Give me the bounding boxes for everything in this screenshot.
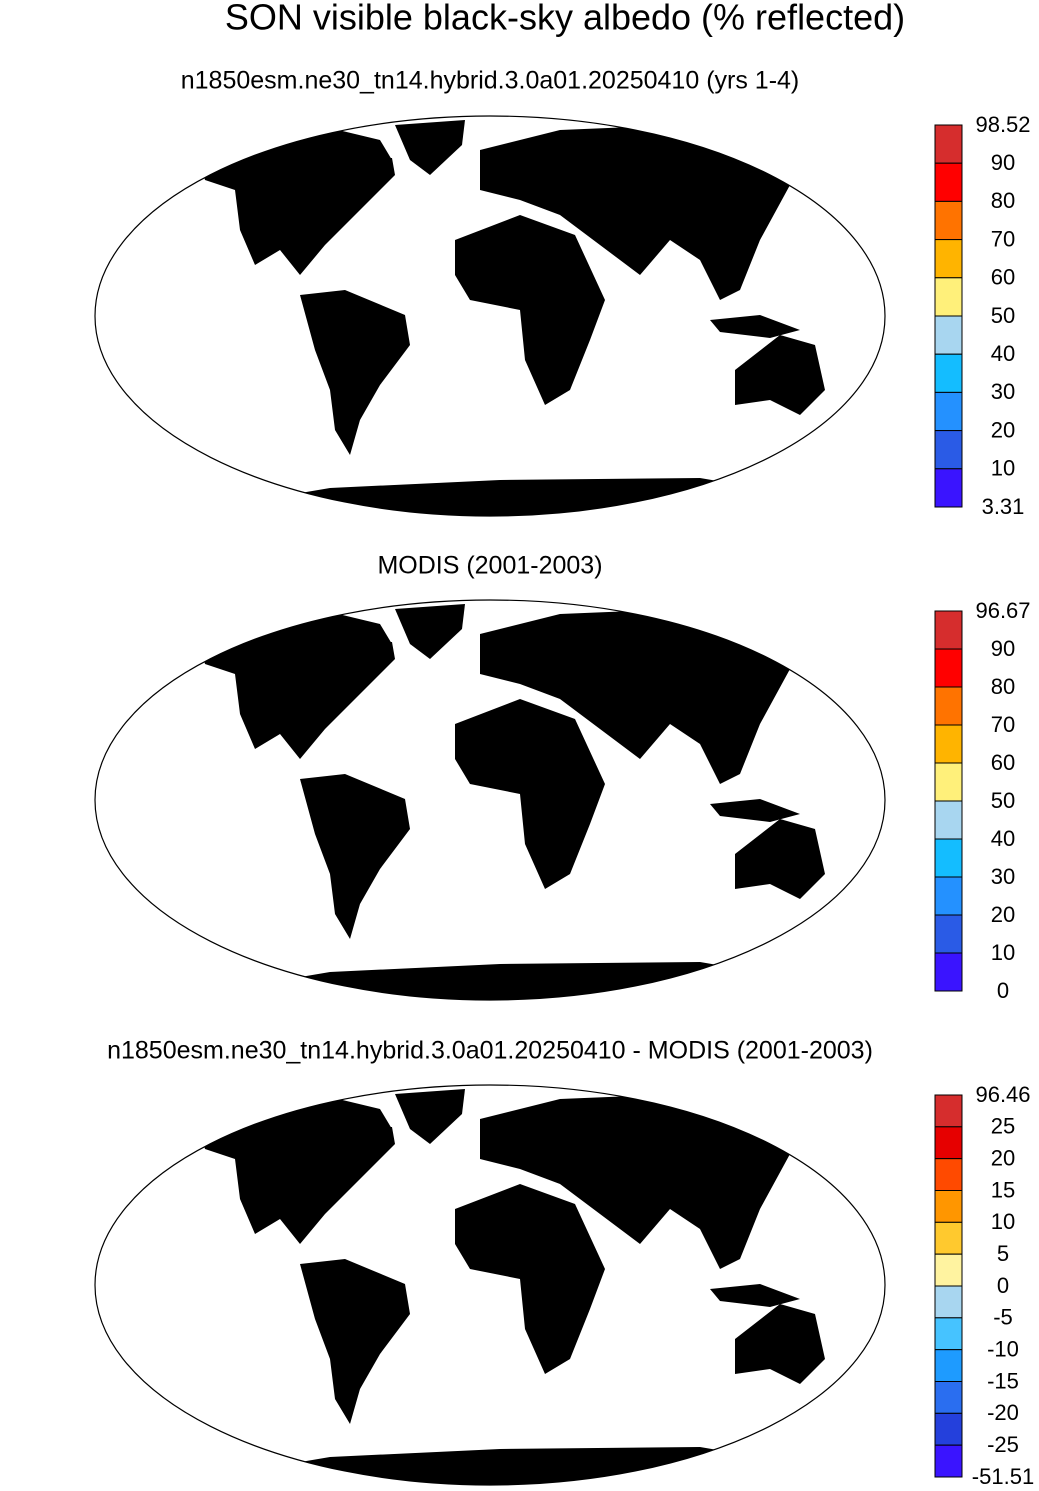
colorbar-label: 50 — [991, 303, 1015, 328]
colorbar-box — [934, 353, 963, 393]
colorbar-label: 10 — [991, 456, 1015, 481]
colorbar-label: -20 — [987, 1400, 1019, 1425]
colorbar-label: 80 — [991, 188, 1015, 213]
land — [190, 120, 825, 520]
map-border — [94, 599, 886, 1001]
panel-subtitle: n1850esm.ne30_tn14.hybrid.3.0a01.2025041… — [181, 67, 800, 95]
map-panel — [94, 115, 886, 520]
colorbar-label: -25 — [987, 1432, 1019, 1457]
colorbar-box — [934, 124, 963, 164]
colorbar-label: 60 — [991, 750, 1015, 775]
colorbar-box — [934, 1158, 963, 1191]
colorbar-box — [934, 1285, 963, 1319]
colorbar-label: 90 — [991, 636, 1015, 661]
map-border — [94, 115, 886, 517]
colorbar-label: 20 — [991, 417, 1015, 442]
colorbar-label: 60 — [991, 265, 1015, 290]
colorbar-label: 80 — [991, 674, 1015, 699]
colorbar-label: 40 — [991, 826, 1015, 851]
colorbar-box — [934, 876, 963, 916]
colorbar-box — [934, 724, 963, 764]
colorbar-box — [934, 1317, 963, 1351]
colorbar-label: 70 — [991, 712, 1015, 737]
colorbar-label: 30 — [991, 379, 1015, 404]
colorbar-box — [934, 162, 963, 202]
colorbar-label: 25 — [991, 1114, 1015, 1139]
colorbar-label: 40 — [991, 341, 1015, 366]
colorbar-box — [934, 1190, 963, 1223]
colorbar-label: 96.46 — [975, 1082, 1030, 1107]
colorbar-box — [934, 391, 963, 432]
colorbar-box — [934, 239, 963, 279]
figure-title: SON visible black-sky albedo (% reflecte… — [225, 0, 905, 38]
colorbar-box — [934, 430, 963, 470]
colorbar-box — [934, 315, 963, 355]
map-panel — [94, 599, 886, 1004]
colorbar-box — [934, 952, 963, 992]
colorbar-box — [934, 1221, 963, 1255]
panel-subtitle: n1850esm.ne30_tn14.hybrid.3.0a01.2025041… — [107, 1037, 873, 1065]
colorbar-label: 0 — [997, 978, 1009, 1003]
colorbar-box — [934, 1381, 963, 1414]
colorbar-label: -10 — [987, 1336, 1019, 1361]
colorbar-label: -5 — [993, 1305, 1013, 1330]
colorbar-box — [934, 277, 963, 317]
colorbar-label: 0 — [997, 1273, 1009, 1298]
colorbar-box — [934, 1412, 963, 1446]
colorbar-box — [934, 468, 963, 508]
colorbar-label: 15 — [991, 1177, 1015, 1202]
colorbar-label: 10 — [991, 940, 1015, 965]
panel-subtitle: MODIS (2001-2003) — [377, 552, 602, 580]
colorbar-label: -51.51 — [972, 1464, 1034, 1489]
colorbar-label: 20 — [991, 902, 1015, 927]
colorbar-label: 90 — [991, 150, 1015, 175]
land — [190, 1089, 825, 1489]
map-panel — [94, 1084, 886, 1489]
colorbar-box — [934, 610, 963, 650]
colorbar-box — [934, 686, 963, 726]
colorbar-box — [934, 762, 963, 802]
colorbar-box — [934, 200, 963, 241]
colorbar-label: -15 — [987, 1368, 1019, 1393]
colorbar-label: 96.67 — [975, 598, 1030, 623]
colorbar-label: 3.31 — [982, 494, 1025, 519]
colorbar-label: 20 — [991, 1145, 1015, 1170]
colorbar-box — [934, 648, 963, 688]
colorbar-box — [934, 1126, 963, 1160]
colorbar-label: 10 — [991, 1209, 1015, 1234]
colorbar-box — [934, 914, 963, 954]
colorbar-box — [934, 1444, 963, 1478]
colorbar-label: 98.52 — [975, 112, 1030, 137]
colorbar-label: 50 — [991, 788, 1015, 813]
colorbar-box — [934, 1094, 963, 1128]
colorbar-label: 30 — [991, 864, 1015, 889]
colorbar-label: 70 — [991, 226, 1015, 251]
land — [190, 604, 825, 1004]
colorbar-box — [934, 838, 963, 878]
colorbar-box — [934, 800, 963, 840]
colorbar-box — [934, 1253, 963, 1287]
map-border — [94, 1084, 886, 1486]
colorbar-box — [934, 1349, 963, 1382]
colorbar-label: 5 — [997, 1241, 1009, 1266]
